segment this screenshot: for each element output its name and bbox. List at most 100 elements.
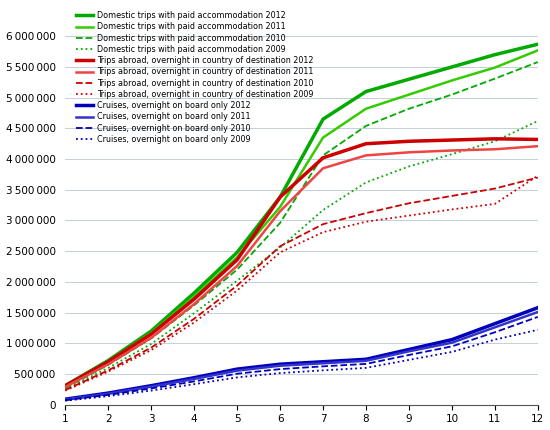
Trips abroad, overnight in country of destination 2009 [148,347,155,353]
Domestic trips with paid accommodation 2009 [277,245,283,250]
Domestic trips with paid accommodation 2009 [449,152,455,157]
Line: Trips abroad, overnight in country of destination 2009: Trips abroad, overnight in country of de… [65,176,538,390]
Trips abroad, overnight in country of destination 2010 [362,211,369,216]
Trips abroad, overnight in country of destination 2012 [535,137,541,142]
Trips abroad, overnight in country of destination 2010 [535,175,541,180]
Trips abroad, overnight in country of destination 2012 [449,138,455,143]
Trips abroad, overnight in country of destination 2009 [234,288,240,293]
Cruises, overnight on board only 2012 [191,375,197,380]
Domestic trips with paid accommodation 2009 [105,366,112,371]
Domestic trips with paid accommodation 2010 [234,267,240,272]
Trips abroad, overnight in country of destination 2011 [62,384,69,390]
Domestic trips with paid accommodation 2011 [362,106,369,111]
Domestic trips with paid accommodation 2011 [105,359,112,364]
Trips abroad, overnight in country of destination 2011 [449,148,455,153]
Cruises, overnight on board only 2012 [105,390,112,396]
Cruises, overnight on board only 2012 [492,321,498,326]
Trips abroad, overnight in country of destination 2011 [191,301,197,307]
Trips abroad, overnight in country of destination 2012 [105,359,112,364]
Domestic trips with paid accommodation 2010 [62,386,69,391]
Trips abroad, overnight in country of destination 2009 [62,388,69,393]
Trips abroad, overnight in country of destination 2009 [105,369,112,374]
Trips abroad, overnight in country of destination 2012 [234,257,240,262]
Cruises, overnight on board only 2009 [406,357,412,362]
Cruises, overnight on board only 2012 [234,366,240,372]
Cruises, overnight on board only 2012 [62,396,69,402]
Line: Trips abroad, overnight in country of destination 2010: Trips abroad, overnight in country of de… [65,178,538,390]
Domestic trips with paid accommodation 2009 [62,387,69,392]
Line: Domestic trips with paid accommodation 2009: Domestic trips with paid accommodation 2… [65,121,538,390]
Cruises, overnight on board only 2009 [277,371,283,376]
Cruises, overnight on board only 2011 [535,310,541,315]
Cruises, overnight on board only 2011 [191,376,197,381]
Domestic trips with paid accommodation 2009 [320,207,326,212]
Cruises, overnight on board only 2010 [191,379,197,384]
Cruises, overnight on board only 2010 [362,361,369,366]
Domestic trips with paid accommodation 2010 [535,59,541,64]
Cruises, overnight on board only 2009 [535,327,541,332]
Cruises, overnight on board only 2011 [492,325,498,330]
Domestic trips with paid accommodation 2012 [320,117,326,122]
Cruises, overnight on board only 2009 [320,368,326,373]
Trips abroad, overnight in country of destination 2011 [234,263,240,268]
Domestic trips with paid accommodation 2011 [449,78,455,83]
Trips abroad, overnight in country of destination 2010 [492,186,498,191]
Trips abroad, overnight in country of destination 2011 [148,335,155,341]
Cruises, overnight on board only 2012 [406,347,412,352]
Trips abroad, overnight in country of destination 2012 [492,136,498,141]
Domestic trips with paid accommodation 2012 [362,89,369,94]
Cruises, overnight on board only 2010 [535,314,541,319]
Trips abroad, overnight in country of destination 2011 [320,166,326,171]
Domestic trips with paid accommodation 2009 [535,118,541,123]
Domestic trips with paid accommodation 2010 [406,106,412,111]
Cruises, overnight on board only 2009 [191,381,197,387]
Cruises, overnight on board only 2011 [320,361,326,366]
Trips abroad, overnight in country of destination 2009 [492,201,498,206]
Cruises, overnight on board only 2010 [277,366,283,372]
Domestic trips with paid accommodation 2010 [492,76,498,81]
Line: Cruises, overnight on board only 2012: Cruises, overnight on board only 2012 [65,308,538,399]
Domestic trips with paid accommodation 2009 [148,341,155,347]
Domestic trips with paid accommodation 2011 [320,135,326,140]
Trips abroad, overnight in country of destination 2010 [277,244,283,249]
Cruises, overnight on board only 2009 [234,375,240,380]
Trips abroad, overnight in country of destination 2009 [191,320,197,325]
Domestic trips with paid accommodation 2009 [406,164,412,169]
Domestic trips with paid accommodation 2011 [191,294,197,299]
Trips abroad, overnight in country of destination 2010 [105,368,112,373]
Domestic trips with paid accommodation 2012 [234,250,240,255]
Trips abroad, overnight in country of destination 2011 [492,147,498,152]
Trips abroad, overnight in country of destination 2010 [406,201,412,206]
Trips abroad, overnight in country of destination 2009 [535,173,541,178]
Domestic trips with paid accommodation 2009 [191,310,197,316]
Trips abroad, overnight in country of destination 2011 [406,150,412,155]
Cruises, overnight on board only 2011 [62,397,69,402]
Cruises, overnight on board only 2009 [362,366,369,371]
Domestic trips with paid accommodation 2012 [62,383,69,388]
Trips abroad, overnight in country of destination 2010 [191,316,197,321]
Cruises, overnight on board only 2011 [105,391,112,396]
Cruises, overnight on board only 2010 [492,330,498,335]
Cruises, overnight on board only 2011 [234,368,240,373]
Trips abroad, overnight in country of destination 2012 [62,383,69,388]
Domestic trips with paid accommodation 2012 [148,329,155,334]
Cruises, overnight on board only 2010 [320,364,326,369]
Cruises, overnight on board only 2010 [449,344,455,349]
Trips abroad, overnight in country of destination 2012 [320,155,326,160]
Cruises, overnight on board only 2011 [449,340,455,345]
Domestic trips with paid accommodation 2010 [362,123,369,129]
Domestic trips with paid accommodation 2010 [191,303,197,308]
Domestic trips with paid accommodation 2011 [277,204,283,209]
Domestic trips with paid accommodation 2012 [535,42,541,47]
Cruises, overnight on board only 2011 [406,349,412,354]
Line: Domestic trips with paid accommodation 2012: Domestic trips with paid accommodation 2… [65,44,538,386]
Legend: Domestic trips with paid accommodation 2012, Domestic trips with paid accommodat: Domestic trips with paid accommodation 2… [74,9,315,146]
Line: Domestic trips with paid accommodation 2011: Domestic trips with paid accommodation 2… [65,50,538,387]
Cruises, overnight on board only 2009 [105,393,112,399]
Line: Cruises, overnight on board only 2010: Cruises, overnight on board only 2010 [65,317,538,400]
Cruises, overnight on board only 2010 [62,398,69,403]
Domestic trips with paid accommodation 2009 [362,180,369,185]
Domestic trips with paid accommodation 2010 [148,336,155,341]
Domestic trips with paid accommodation 2012 [277,195,283,200]
Line: Cruises, overnight on board only 2011: Cruises, overnight on board only 2011 [65,312,538,399]
